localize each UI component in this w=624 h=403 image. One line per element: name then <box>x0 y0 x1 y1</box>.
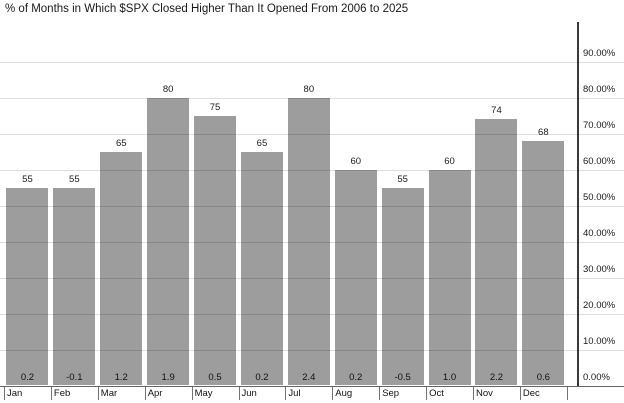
bar-oct <box>428 169 471 386</box>
gridline-90 <box>0 61 624 63</box>
y-axis-label-0: 0.00% <box>583 372 610 383</box>
category-label-oct: Oct <box>429 388 444 399</box>
bar-base-label-oct: 1.0 <box>442 371 457 383</box>
bar-feb <box>53 187 96 386</box>
bar-sep <box>381 187 424 386</box>
y-axis-label-90: 90.00% <box>583 48 616 60</box>
bar-value-label-jul: 80 <box>303 83 315 95</box>
category-divider-11 <box>519 386 521 400</box>
category-label-dec: Dec <box>522 388 540 399</box>
gridline-40 <box>0 241 624 243</box>
bar-apr <box>147 97 190 386</box>
category-divider-8 <box>379 386 381 400</box>
y-axis-label-80: 80.00% <box>583 84 616 96</box>
y-axis-label-20: 20.00% <box>583 300 616 312</box>
category-divider-6 <box>285 386 287 400</box>
bar-aug <box>334 169 377 386</box>
bar-jun <box>240 151 283 386</box>
gridline-50 <box>0 205 624 207</box>
bar-jan <box>6 187 49 386</box>
bar-value-label-oct: 60 <box>444 155 455 167</box>
y-axis-label-40: 40.00% <box>583 228 616 240</box>
bar-base-label-jan: 0.2 <box>20 371 35 383</box>
bar-mar <box>100 151 143 386</box>
bar-base-label-jun: 0.2 <box>255 371 269 383</box>
y-axis-label-10: 10.00% <box>583 336 616 348</box>
bar-value-label-sep: 55 <box>397 173 408 185</box>
category-divider-10 <box>473 386 474 400</box>
bar-value-label-feb: 55 <box>69 173 80 185</box>
category-label-feb: Feb <box>53 388 71 399</box>
category-axis-line <box>0 385 624 387</box>
gridline-80 <box>0 97 624 99</box>
gridline-10 <box>0 349 624 351</box>
bar-value-label-apr: 80 <box>162 83 174 95</box>
bar-value-label-jun: 65 <box>256 137 268 149</box>
bar-value-label-mar: 65 <box>115 137 127 149</box>
bar-value-label-may: 75 <box>209 101 221 113</box>
y-axis-line <box>577 22 579 386</box>
chart-title: % of Months in Which $SPX Closed Higher … <box>5 3 409 15</box>
category-divider-4 <box>191 386 193 400</box>
bar-dec <box>522 140 565 386</box>
bar-base-label-nov: 2.2 <box>489 371 504 383</box>
gridline-70 <box>0 133 624 135</box>
bar-value-label-nov: 74 <box>491 105 502 117</box>
y-axis-label-70: 70.00% <box>583 120 616 132</box>
gridline-0 <box>0 385 624 387</box>
category-divider-9 <box>426 386 428 400</box>
bar-value-label-dec: 68 <box>538 126 549 138</box>
bar-may <box>194 115 237 386</box>
category-label-jan: Jan <box>7 388 23 399</box>
category-label-sep: Sep <box>382 388 400 399</box>
category-divider-1 <box>50 386 52 400</box>
bar-base-label-sep: -0.5 <box>394 371 411 383</box>
bar-value-label-jan: 55 <box>22 173 33 185</box>
category-label-aug: Aug <box>335 388 353 399</box>
category-divider-7 <box>332 386 334 400</box>
category-label-nov: Nov <box>476 388 493 399</box>
category-divider-5 <box>238 386 240 400</box>
gridline-60 <box>0 169 624 171</box>
category-label-apr: Apr <box>147 388 163 399</box>
bar-base-label-apr: 1.9 <box>161 371 175 383</box>
category-divider-2 <box>97 386 99 400</box>
gridline-30 <box>0 277 624 279</box>
bar-base-label-mar: 1.2 <box>114 371 128 383</box>
category-label-mar: Mar <box>100 388 118 399</box>
category-divider-3 <box>144 386 146 400</box>
bar-base-label-may: 0.5 <box>208 371 222 383</box>
bar-base-label-jul: 2.4 <box>302 371 316 383</box>
y-axis-label-50: 50.00% <box>583 192 616 204</box>
bar-base-label-feb: -0.1 <box>66 371 83 383</box>
category-label-jun: Jun <box>241 388 257 399</box>
bar-nov <box>475 119 518 386</box>
y-axis-label-60: 60.00% <box>583 156 616 168</box>
y-axis-label-30: 30.00% <box>583 264 616 276</box>
category-divider-12 <box>566 386 568 400</box>
category-label-jul: Jul <box>288 388 301 399</box>
bar-base-label-dec: 0.6 <box>536 371 550 383</box>
category-divider-0 <box>4 386 5 400</box>
category-label-may: May <box>194 388 213 399</box>
bar-jul <box>287 97 330 386</box>
bar-value-label-aug: 60 <box>350 155 362 167</box>
bar-base-label-aug: 0.2 <box>349 371 363 383</box>
gridline-20 <box>0 313 624 315</box>
